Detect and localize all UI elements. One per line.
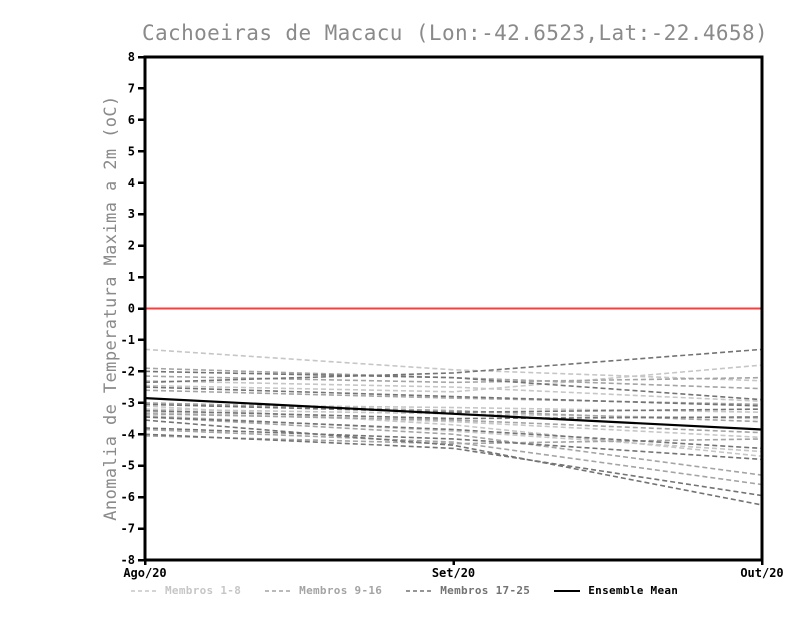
legend-line-sample <box>554 589 581 592</box>
y-tick-label: 6 <box>128 113 135 127</box>
member-line <box>144 375 763 384</box>
legend-line-sample <box>131 589 157 592</box>
y-tick-label: -6 <box>121 490 135 504</box>
x-tick-label: Out/20 <box>740 566 783 580</box>
legend-line-sample <box>406 589 433 592</box>
member-line <box>144 427 763 461</box>
member-line <box>144 428 763 486</box>
member-line <box>144 435 763 445</box>
legend-label: Membros 17-25 <box>440 584 531 597</box>
y-tick-label: 1 <box>128 270 135 284</box>
legend-label: Membros 1-8 <box>165 584 242 597</box>
legend-item: Membros 1-8 <box>131 584 241 597</box>
legend-label: Membros 9-16 <box>299 584 383 597</box>
y-tick-label: 5 <box>128 144 135 158</box>
member-line <box>144 413 763 434</box>
y-tick-label: 4 <box>128 176 135 190</box>
y-tick-label: -5 <box>121 459 135 473</box>
member-line <box>144 380 763 403</box>
x-tick-label: Ago/20 <box>123 566 166 580</box>
ensemble-mean-line <box>144 396 763 431</box>
y-axis-label: Anomalia de Temperatura Maxima a 2m (oC) <box>101 95 121 521</box>
member-line <box>144 348 763 382</box>
member-line <box>144 416 763 476</box>
legend-line-sample <box>265 589 292 592</box>
y-tick-label: -2 <box>121 364 135 378</box>
member-line <box>144 433 763 497</box>
chart-title: Cachoeiras de Macacu (Lon:-42.6523,Lat:-… <box>141 21 769 45</box>
member-line <box>144 405 763 458</box>
legend: Membros 1-8 Membros 9-16 Membros 17-25 Ense… <box>131 584 678 597</box>
member-line <box>144 414 763 453</box>
member-line <box>144 370 763 401</box>
y-tick-label: -1 <box>121 333 135 347</box>
member-line <box>144 409 763 420</box>
y-tick-label: -3 <box>121 396 135 410</box>
y-tick-label: -7 <box>121 522 135 536</box>
member-line <box>144 386 763 407</box>
member-line <box>144 403 763 414</box>
member-line <box>144 348 763 384</box>
y-tick-label: 2 <box>128 239 135 253</box>
legend-item: Membros 17-25 <box>406 584 530 597</box>
member-line <box>144 411 763 439</box>
y-tick-label: 8 <box>128 50 135 64</box>
y-tick-label: -4 <box>121 427 135 441</box>
y-tick-label: 3 <box>128 207 135 221</box>
member-line <box>144 416 763 450</box>
legend-item: Ensemble Mean <box>554 584 678 597</box>
y-tick-label: -8 <box>121 553 135 567</box>
y-tick-label: 7 <box>128 81 135 95</box>
y-tick-label: 0 <box>128 302 135 316</box>
legend-label: Ensemble Mean <box>588 584 679 597</box>
x-tick-label: Set/20 <box>432 566 475 580</box>
legend-item: Membros 9-16 <box>265 584 382 597</box>
member-line <box>144 364 763 393</box>
